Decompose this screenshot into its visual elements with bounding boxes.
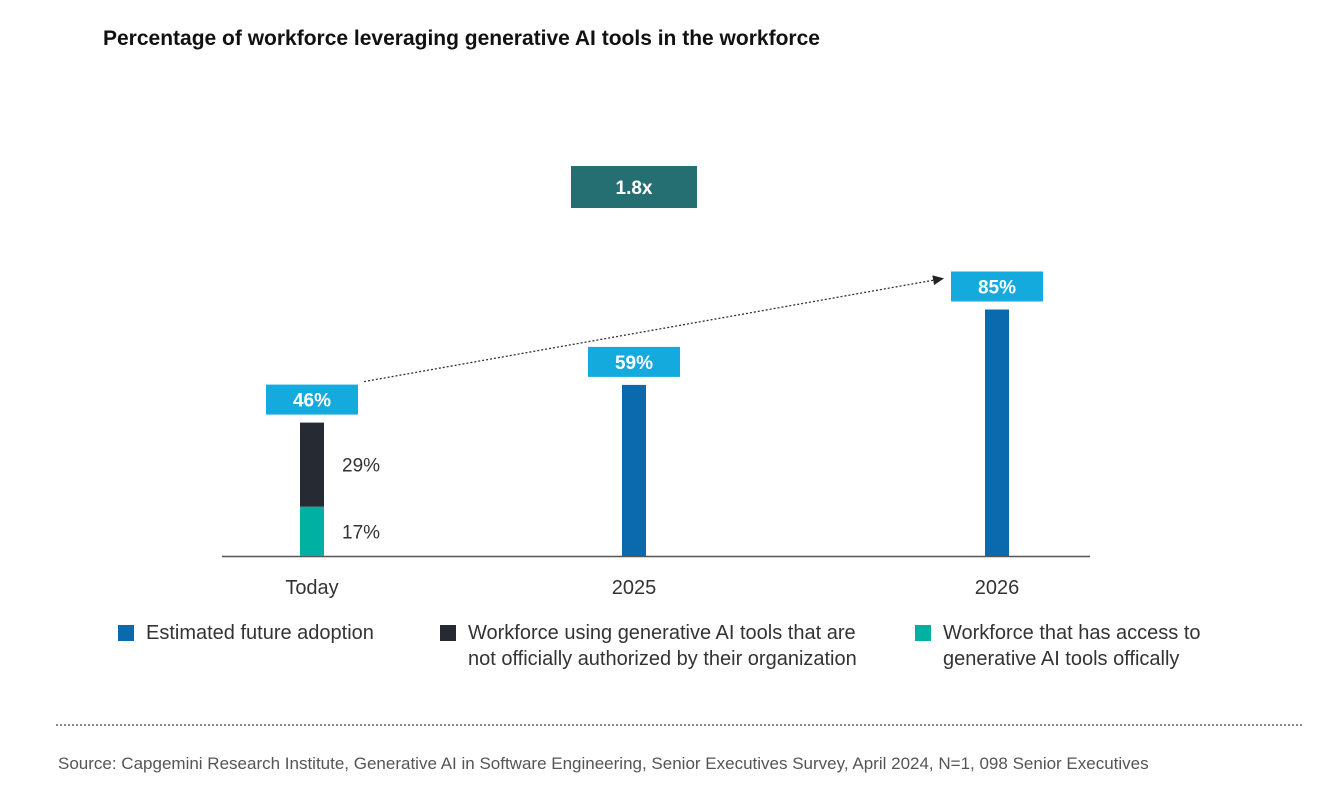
legend-item-unauthorized: Workforce using generative AI tools that… — [440, 620, 857, 672]
legend: Estimated future adoption Workforce usin… — [0, 620, 1340, 680]
total-label-2: 85% — [978, 278, 1016, 299]
legend-swatch-unauthorized — [440, 625, 456, 641]
total-callout-box-0 — [266, 384, 358, 415]
bar-estimated-2 — [985, 309, 1009, 556]
legend-label-official-line2: generative AI tools offically — [943, 648, 1180, 670]
total-callout-box-2 — [951, 271, 1043, 302]
bar-unauthorized-0 — [300, 422, 324, 507]
divider — [56, 724, 1302, 726]
x-tick-label-0: Today — [285, 577, 338, 599]
legend-label-unauthorized-line2: not officially authorized by their organ… — [468, 648, 857, 670]
x-tick-label-2: 2026 — [975, 577, 1020, 599]
legend-label-unauthorized-line1: Workforce using generative AI tools that… — [468, 622, 856, 644]
total-label-0: 46% — [293, 391, 331, 412]
bar-estimated-1 — [622, 384, 646, 556]
bar-chart: 17% 29% Today 46% 2025 59% 2026 85% 1.8x — [222, 166, 1090, 599]
legend-swatch-estimated — [118, 625, 134, 641]
bar-official-0 — [300, 506, 324, 556]
x-tick-label-1: 2025 — [612, 577, 657, 599]
legend-label-estimated: Estimated future adoption — [146, 622, 374, 644]
segment-label-unauthorized: 29% — [342, 456, 380, 477]
total-callout-box-1 — [588, 346, 680, 377]
legend-swatch-official — [915, 625, 931, 641]
growth-label: 1.8x — [616, 178, 653, 199]
source-note: Source: Capgemini Research Institute, Ge… — [58, 754, 1149, 773]
legend-item-official: Workforce that has access to generative … — [915, 620, 1201, 672]
chart-title: Percentage of workforce leveraging gener… — [103, 27, 820, 50]
legend-label-official-line1: Workforce that has access to — [943, 622, 1201, 644]
growth-box — [571, 166, 697, 208]
segment-label-official: 17% — [342, 522, 380, 543]
legend-item-estimated: Estimated future adoption — [118, 620, 374, 646]
total-label-1: 59% — [615, 353, 653, 374]
